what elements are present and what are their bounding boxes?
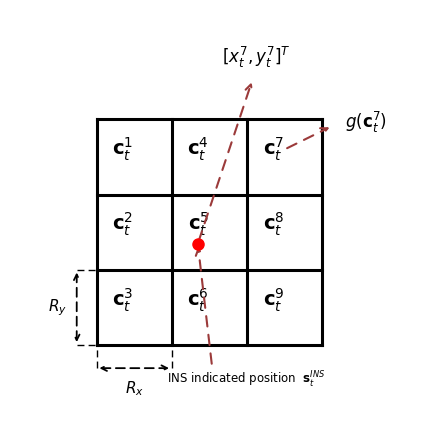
Text: $\mathbf{c}_t^5$: $\mathbf{c}_t^5$: [187, 211, 209, 238]
Text: $\mathbf{c}_t^4$: $\mathbf{c}_t^4$: [187, 136, 209, 163]
Text: $g(\mathbf{c}_t^7)$: $g(\mathbf{c}_t^7)$: [345, 110, 387, 135]
Text: $\mathbf{c}_t^9$: $\mathbf{c}_t^9$: [263, 286, 284, 314]
Text: INS indicated position  $\mathbf{s}_t^{INS}$: INS indicated position $\mathbf{s}_t^{IN…: [167, 370, 325, 390]
Text: $\mathbf{c}_t^1$: $\mathbf{c}_t^1$: [113, 136, 134, 163]
Text: $[x_t^7, y_t^7]^T$: $[x_t^7, y_t^7]^T$: [222, 44, 290, 70]
Text: $R_y$: $R_y$: [48, 297, 67, 318]
Text: $\mathbf{c}_t^3$: $\mathbf{c}_t^3$: [112, 286, 134, 314]
Text: $R_x$: $R_x$: [125, 380, 144, 399]
Text: $\mathbf{c}_t^8$: $\mathbf{c}_t^8$: [263, 211, 284, 238]
Text: $\mathbf{c}_t^6$: $\mathbf{c}_t^6$: [187, 286, 209, 314]
Text: $\mathbf{c}_t^7$: $\mathbf{c}_t^7$: [263, 136, 284, 163]
Text: $\mathbf{c}_t^2$: $\mathbf{c}_t^2$: [113, 211, 134, 238]
